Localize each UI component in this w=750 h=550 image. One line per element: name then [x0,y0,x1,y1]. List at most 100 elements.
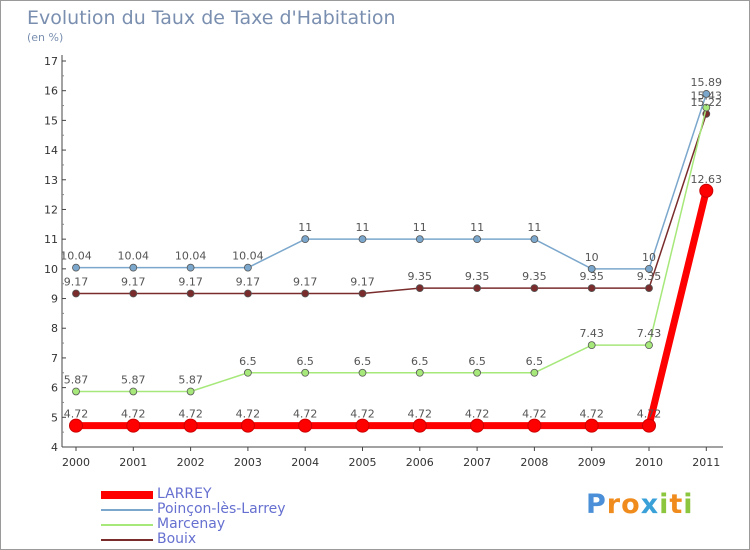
data-label: 6.5 [354,355,372,368]
x-tick-label: 2005 [349,456,377,469]
data-point [355,418,370,433]
brand-logo: Proxiti [586,489,694,520]
data-label: 9.35 [522,270,547,283]
legend-label: Marcenay [157,516,226,532]
x-tick-label: 2011 [692,456,720,469]
y-tick-label: 8 [51,322,58,335]
data-point [301,368,310,377]
data-label: 9.35 [579,270,604,283]
y-tick-label: 9 [51,293,58,306]
data-point [470,418,485,433]
series-marcenay [72,103,711,396]
data-label: 6.5 [296,355,314,368]
series-line [76,113,708,295]
data-label: 10.04 [232,250,264,263]
data-label: 5.87 [64,373,89,386]
data-label: 9.35 [408,270,433,283]
data-label: 4.72 [522,408,547,421]
x-tick-label: 2002 [177,456,205,469]
legend-swatch [101,538,153,541]
x-tick-label: 2000 [62,456,90,469]
y-tick-label: 5 [51,411,58,424]
data-label: 15.89 [691,76,723,89]
data-label: 7.43 [637,327,662,340]
chart-title: Evolution du Taux de Taxe d'Habitation [27,7,396,29]
data-label: 12.63 [691,173,723,186]
legend-item: Marcenay [101,517,286,532]
data-label: 4.72 [178,408,203,421]
data-point [358,235,367,244]
x-tick-label: 2008 [520,456,548,469]
data-label: 9.17 [350,275,375,288]
data-label: 4.72 [236,408,261,421]
brand-letter: t [669,489,684,520]
data-point [301,235,310,244]
data-label: 9.35 [637,270,662,283]
data-point [301,289,310,298]
data-label: 7.43 [579,327,604,340]
series-line [76,107,708,393]
legend-swatch [101,523,153,526]
brand-letter: i [659,489,670,520]
data-point [72,263,80,272]
legend-item: Poinçon-lès-Larrey [101,502,286,517]
data-label: 10 [585,251,599,264]
data-point [530,368,539,377]
data-label: 5.87 [178,373,203,386]
data-point [699,183,714,198]
data-point [243,289,252,298]
y-tick-label: 15 [44,114,58,127]
brand-letter: P [586,489,607,520]
series-larrey [69,183,714,433]
data-point [126,418,141,433]
data-label: 11 [413,221,427,234]
data-label: 10 [642,251,656,264]
data-label: 9.17 [178,275,203,288]
data-label: 4.72 [465,408,490,421]
data-point [702,103,711,112]
data-label: 4.72 [350,408,375,421]
data-point [527,418,542,433]
data-point [69,418,83,433]
y-tick-label: 11 [44,233,58,246]
x-tick-label: 2001 [119,456,147,469]
y-tick-label: 12 [44,203,58,216]
data-point [473,235,482,244]
data-label: 15.22 [691,96,723,109]
data-point [243,368,252,377]
chart-subtitle: (en %) [27,31,64,44]
data-point [186,387,195,396]
x-ticks: 2000 2001 2002 2003 2004 2005 2006 2007 2008 2009… [62,447,720,469]
x-tick-label: 2009 [578,456,606,469]
data-point [129,263,138,272]
data-point [240,418,255,433]
data-label: 4.72 [121,408,146,421]
legend-swatch [101,490,153,499]
data-point [358,368,367,377]
brand-letter: o [621,489,641,520]
data-label: 9.17 [121,275,146,288]
legend-label: Poinçon-lès-Larrey [157,501,286,517]
y-tick-label: 14 [44,144,58,157]
data-point [298,418,313,433]
legend-label: LARREY [157,486,212,502]
data-point [412,418,427,433]
data-label: 10.04 [60,250,92,263]
data-label: 4.72 [293,408,318,421]
data-point [530,235,539,244]
data-point [584,418,599,433]
data-point [186,263,195,272]
data-label: 11 [527,221,541,234]
series-line [76,93,708,270]
data-label: 4.72 [408,408,433,421]
y-ticks: 4 5 6 7 8 9 10 11 12 13 14 15 16 17 [44,55,66,454]
y-tick-label: 7 [51,352,58,365]
y-tick-label: 6 [51,382,58,395]
data-point [243,263,252,272]
data-point [473,284,482,293]
y-tick-label: 17 [44,55,58,68]
x-tick-label: 2004 [291,456,319,469]
legend-swatch [101,508,153,511]
data-label: 10.04 [175,250,207,263]
